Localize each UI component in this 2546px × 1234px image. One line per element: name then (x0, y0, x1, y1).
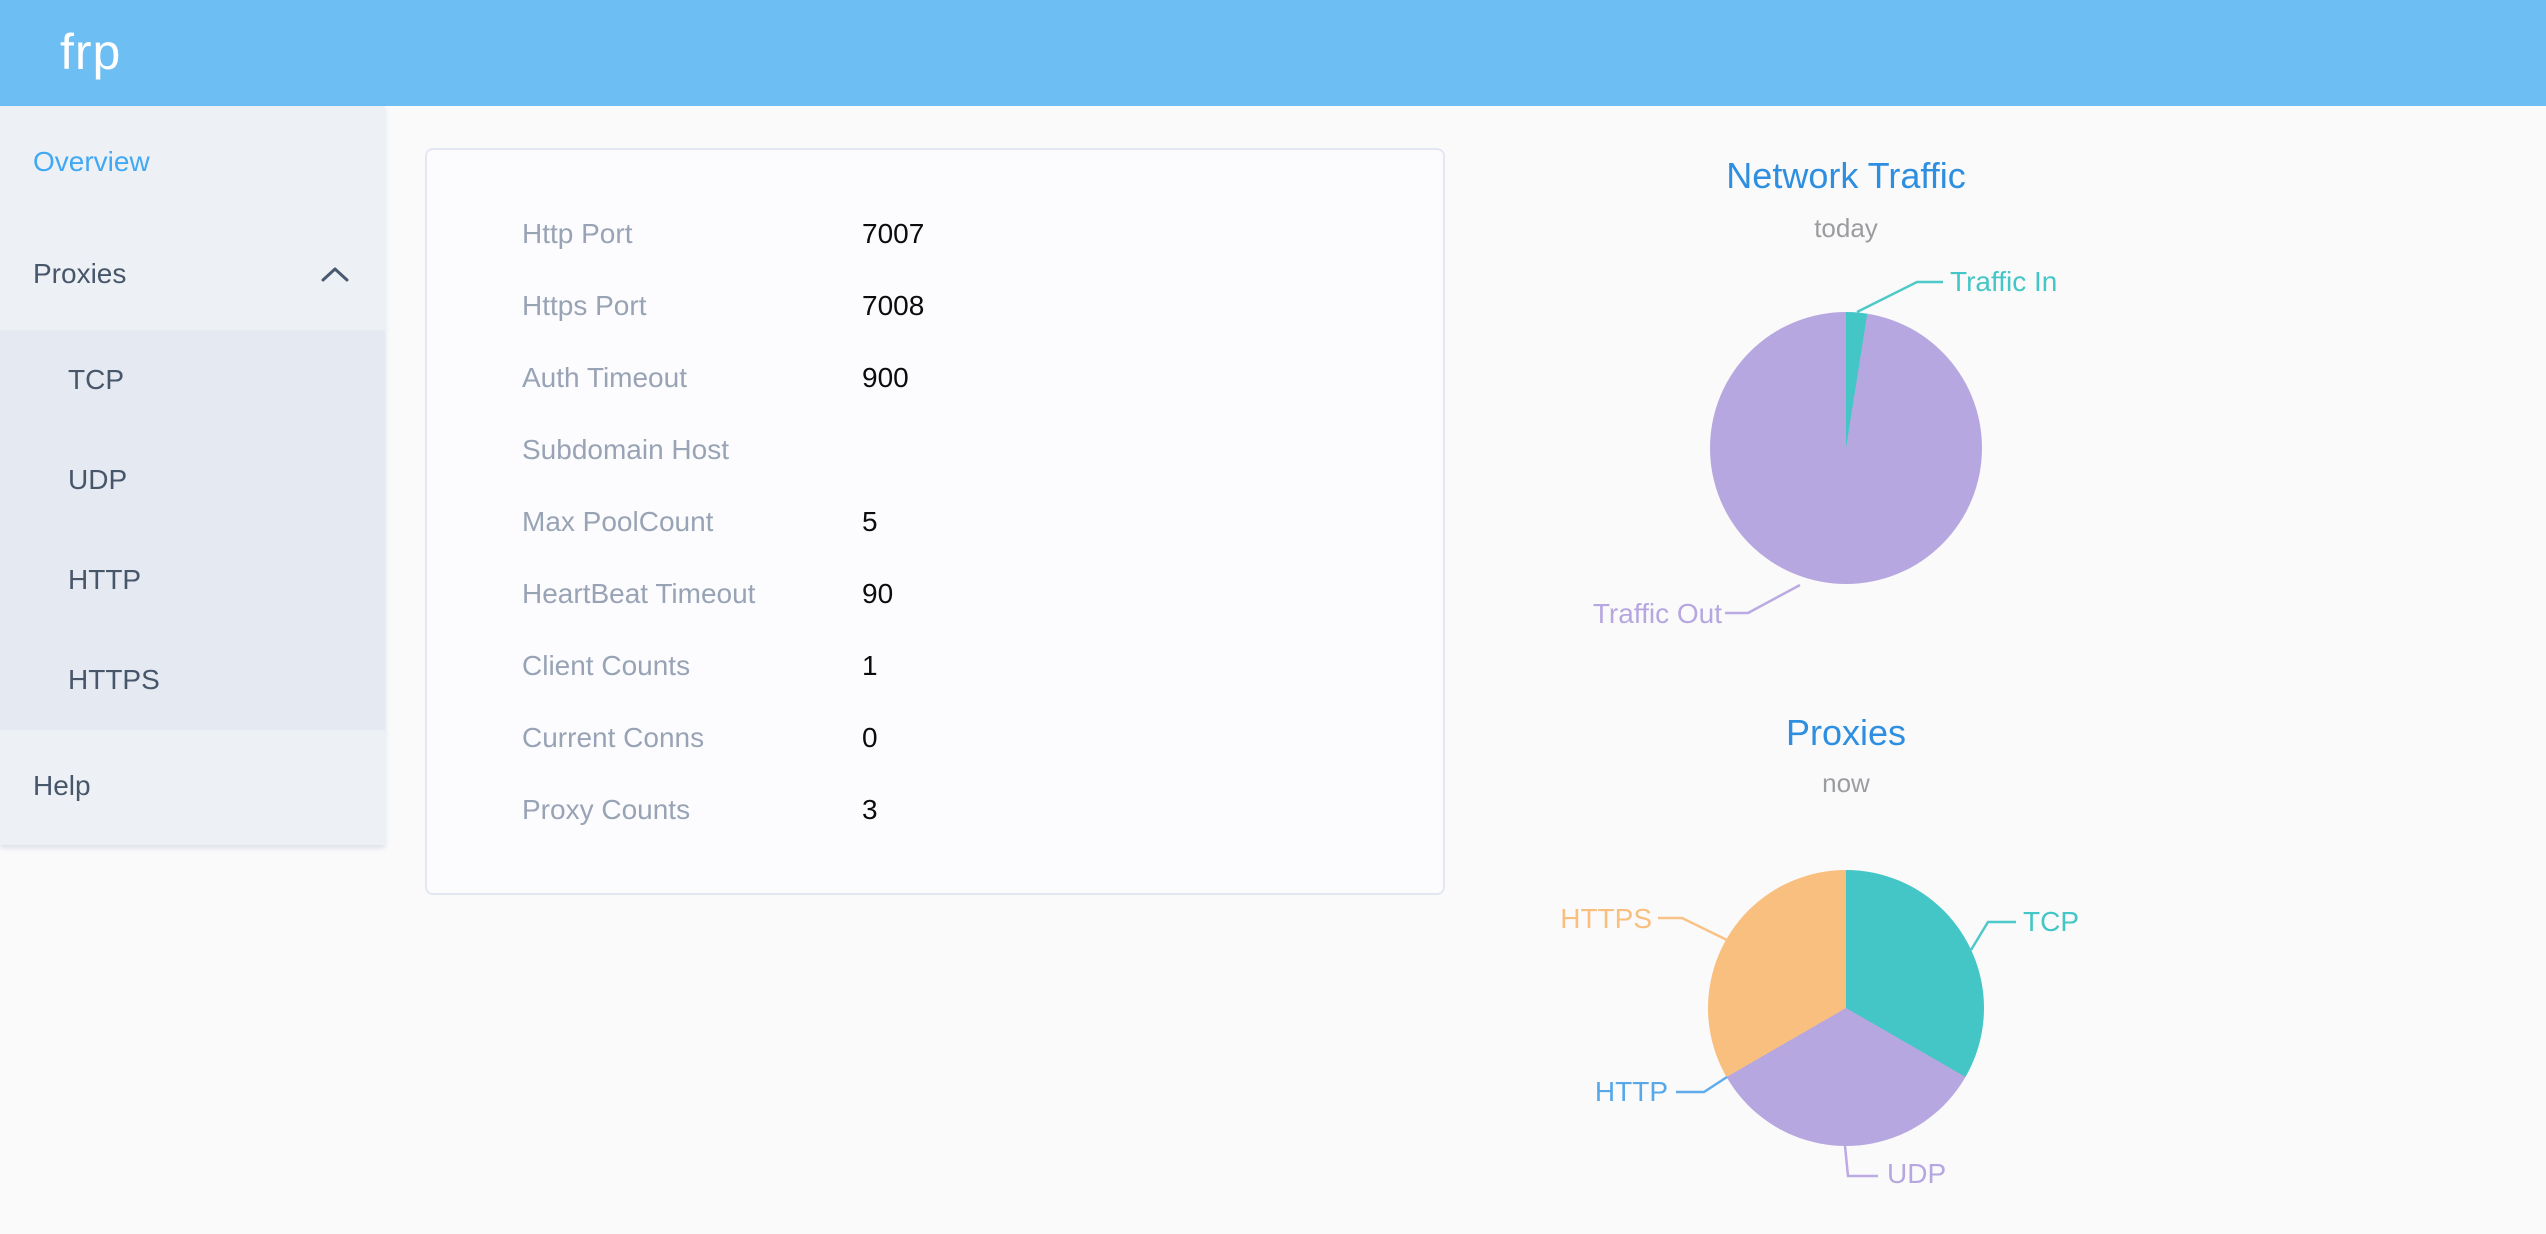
label-line-https (1658, 916, 1728, 942)
brand-logo: frp (60, 24, 122, 80)
info-label: HeartBeat Timeout (522, 578, 756, 609)
label-line-http (1676, 1075, 1728, 1094)
sidebar-item-udp[interactable]: UDP (0, 430, 385, 530)
info-row-subdomain-host: Subdomain Host (522, 414, 1443, 486)
info-label: Http Port (522, 218, 633, 249)
info-row-max-poolcount: Max PoolCount 5 (522, 486, 1443, 558)
info-value: 3 (862, 794, 878, 825)
info-label: Subdomain Host (522, 434, 730, 465)
info-row-current-conns: Current Conns 0 (522, 702, 1443, 774)
info-label: Https Port (522, 290, 647, 321)
info-label: Max PoolCount (522, 506, 714, 537)
pie-label-http: HTTP (1594, 1076, 1668, 1107)
label-line-traffic-out (1725, 583, 1801, 615)
sidebar-item-label: HTTP (68, 564, 142, 595)
server-info-card: Http Port 7007 Https Port 7008 Auth Time… (425, 148, 1445, 895)
info-value: 90 (862, 578, 894, 609)
chevron-up-icon (321, 267, 349, 282)
network-traffic-pie[interactable] (1710, 312, 1982, 584)
info-value: 7007 (862, 218, 925, 249)
info-value: 5 (862, 506, 878, 537)
label-line-traffic-in (1856, 280, 1943, 314)
pie-label-https: HTTPS (1560, 903, 1652, 934)
network-traffic-chart-title: Network Traffic (1726, 155, 1966, 196)
proxies-chart-title: Proxies (1785, 712, 1907, 753)
pie-label-traffic-in: Traffic In (1950, 266, 2058, 297)
info-label: Client Counts (522, 650, 691, 681)
sidebar-item-https[interactable]: HTTPS (0, 630, 385, 730)
info-row-proxy-counts: Proxy Counts 3 (522, 774, 1443, 846)
info-label: Current Conns (522, 722, 705, 753)
pie-label-traffic-out: Traffic Out (1592, 598, 1722, 629)
info-label: Proxy Counts (522, 794, 691, 825)
info-value: 900 (862, 362, 909, 393)
info-row-client-counts: Client Counts 1 (522, 630, 1443, 702)
proxies-chart-subtitle: now (1822, 768, 1870, 798)
proxies-submenu: TCP UDP HTTP HTTPS (0, 330, 385, 730)
sidebar-item-help[interactable]: Help (0, 730, 385, 842)
label-line-udp (1843, 1145, 1878, 1178)
sidebar-item-label: Proxies (33, 258, 127, 289)
sidebar-item-http[interactable]: HTTP (0, 530, 385, 630)
sidebar: Overview Proxies TCP UDP HTTP HTTPS Help (0, 106, 385, 845)
network-traffic-chart-subtitle: today (1814, 213, 1878, 243)
sidebar-item-label: TCP (68, 364, 124, 395)
sidebar-item-overview[interactable]: Overview (0, 106, 385, 218)
pie-label-udp: UDP (1887, 1158, 1947, 1189)
info-value: 7008 (862, 290, 925, 321)
info-row-heartbeat-timeout: HeartBeat Timeout 90 (522, 558, 1443, 630)
info-label: Auth Timeout (522, 362, 687, 393)
info-value: 0 (862, 722, 878, 753)
sidebar-item-label: Overview (33, 146, 150, 177)
info-row-http-port: Http Port 7007 (522, 198, 1443, 270)
sidebar-item-label: UDP (68, 464, 128, 495)
proxies-pie[interactable] (1708, 870, 1984, 1146)
sidebar-item-label: HTTPS (68, 664, 160, 695)
sidebar-item-tcp[interactable]: TCP (0, 330, 385, 430)
app-header: frp (0, 0, 2546, 106)
sidebar-item-label: Help (33, 770, 91, 801)
info-value: 1 (862, 650, 878, 681)
pie-label-tcp: TCP (2023, 906, 2079, 937)
info-row-auth-timeout: Auth Timeout 900 (522, 342, 1443, 414)
sidebar-item-proxies[interactable]: Proxies (0, 218, 385, 330)
info-row-https-port: Https Port 7008 (522, 270, 1443, 342)
label-line-tcp (1969, 920, 2016, 951)
